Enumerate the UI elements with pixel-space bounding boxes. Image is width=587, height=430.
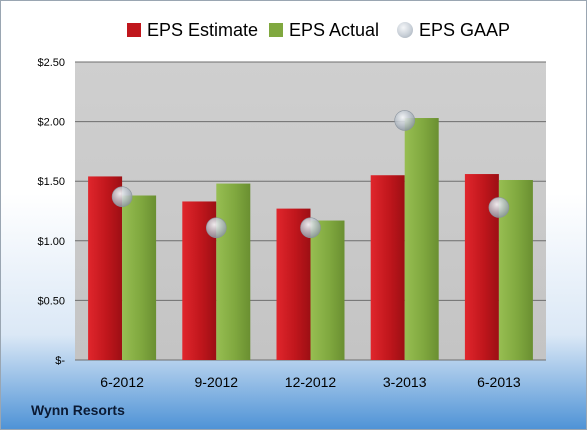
legend-label-estimate: EPS Estimate [147, 19, 259, 40]
company-name: Wynn Resorts [31, 402, 125, 418]
y-tick-label: $2.00 [37, 117, 65, 129]
actual-bar [404, 118, 439, 360]
y-tick-label: $2.50 [37, 57, 65, 69]
y-tick-label: $- [55, 355, 65, 367]
actual-bar [122, 195, 157, 360]
y-axis-labels: $- $0.50 $1.00 $1.50 $2.00 $2.50 [37, 57, 65, 367]
legend-label-actual: EPS Actual [289, 19, 380, 40]
gaap-points [111, 110, 510, 238]
x-tick-label: 6-2012 [100, 374, 144, 390]
gaap-point [111, 186, 133, 207]
gaap-point [394, 110, 416, 131]
legend-item-actual: EPS Actual [269, 17, 379, 43]
y-tick-label: $1.50 [37, 176, 65, 188]
estimate-bar [88, 176, 123, 360]
gaap-point [300, 217, 321, 238]
legend-marker-gaap [397, 22, 413, 38]
legend-item-gaap: EPS GAAP [397, 17, 510, 43]
legend: EPS Estimate EPS Actual EPS GAAP [1, 17, 586, 43]
estimate-bar [370, 175, 405, 360]
bars [88, 118, 533, 360]
legend-swatch-actual [269, 23, 283, 37]
gaap-point [206, 217, 227, 238]
actual-bar [216, 183, 251, 360]
x-tick-label: 12-2012 [285, 374, 337, 390]
y-tick-label: $1.00 [37, 236, 65, 248]
gaap-point [488, 197, 510, 218]
legend-item-estimate: EPS Estimate [127, 17, 258, 43]
x-axis-labels: 6-2012 9-2012 12-2012 3-2013 6-2013 [100, 374, 521, 390]
x-tick-label: 9-2012 [195, 374, 239, 390]
y-tick-label: $0.50 [37, 295, 65, 307]
x-tick-label: 3-2013 [383, 374, 427, 390]
legend-swatch-estimate [127, 23, 141, 37]
legend-label-gaap: EPS GAAP [419, 19, 511, 40]
x-tick-label: 6-2013 [477, 374, 521, 390]
actual-bar [310, 220, 345, 360]
